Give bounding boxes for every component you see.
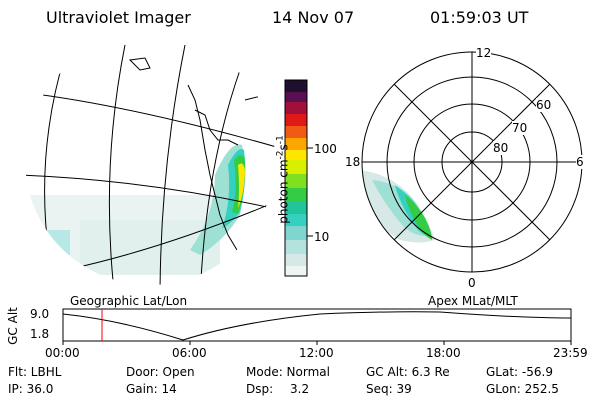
mlat-label-70: 70 [512, 121, 528, 135]
altitude-ylabel: GC Alt [5, 307, 20, 345]
time-label: 01:59:03 UT [430, 8, 529, 27]
status-door: Door: Open [126, 365, 195, 379]
emission-haze [30, 195, 220, 275]
time-tick-1200: 12:00 [299, 346, 334, 360]
altitude-plot [62, 308, 572, 345]
mlt-label-18: 18 [345, 155, 361, 169]
colorbar-label-unit: photon cm [276, 159, 291, 224]
status-ip: IP: 36.0 [8, 382, 54, 396]
app-title: Ultraviolet Imager [46, 8, 191, 27]
status-gain: Gain: 14 [126, 382, 177, 396]
mlat-label-60: 60 [536, 98, 552, 112]
time-tick-0000: 00:00 [45, 346, 80, 360]
time-tick-1800: 18:00 [426, 346, 461, 360]
altitude-tick-9: 9.0 [30, 307, 50, 321]
status-mode: Mode: Normal [246, 365, 330, 379]
mlt-label-6: 6 [576, 155, 584, 169]
status-seq: Seq: 39 [366, 382, 412, 396]
right-panel-label: Apex MLat/MLT [428, 294, 518, 308]
status-gc-alt: GC Alt: 6.3 Re [366, 365, 450, 379]
colorbar-label-exp1: -2 [275, 150, 286, 160]
status-dsp-label: Dsp: [246, 382, 274, 396]
status-glat: GLat: -56.9 [486, 365, 553, 379]
mlat-label-80: 80 [493, 141, 509, 155]
mlt-label-0: 0 [468, 276, 476, 290]
mlt-label-12: 12 [476, 46, 492, 60]
status-flt: Flt: LBHL [8, 365, 62, 379]
left-panel-label: Geographic Lat/Lon [70, 294, 188, 308]
status-glon: GLon: 252.5 [486, 382, 559, 396]
status-dsp-value: 3.2 [290, 382, 310, 396]
map-area [25, 44, 275, 285]
colorbar-label-s: s [276, 144, 291, 151]
date-label: 14 Nov 07 [272, 8, 355, 27]
auroral-arc-geo [190, 144, 246, 255]
time-tick-2359: 23:59 [553, 346, 588, 360]
polar-plot [361, 51, 583, 273]
color-scale-bar [284, 79, 313, 277]
time-tick-0600: 06:00 [172, 346, 207, 360]
colorbar-tick-10: 10 [314, 230, 330, 244]
altitude-tick-1-8: 1.8 [30, 327, 50, 341]
colorbar-label-exp2: -1 [275, 135, 286, 145]
colorbar-tick-100: 100 [314, 142, 337, 156]
colorbar-label: photon cm-2s-1 [276, 110, 291, 250]
